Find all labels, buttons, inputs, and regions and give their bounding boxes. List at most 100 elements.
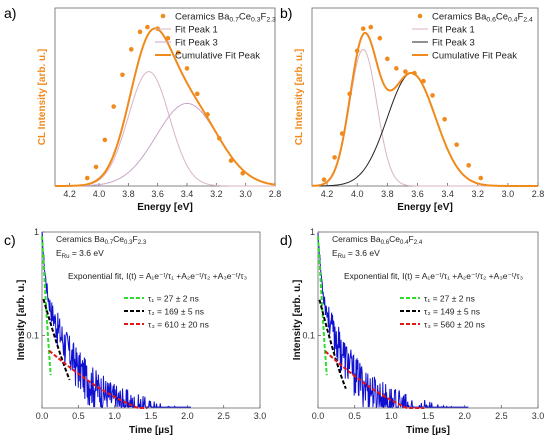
data-point — [339, 131, 345, 136]
x-tick-label: 3.8 — [122, 189, 135, 199]
y-tick-label: 1 — [34, 227, 39, 237]
panel-label-d: d) — [280, 232, 292, 248]
legend-label-peak1: Fit Peak 1 — [175, 25, 218, 36]
data-point — [102, 137, 108, 143]
legend-tau1-label: τ₁ = 27 ± 2 ns — [148, 294, 199, 304]
x-tick-label: 3.6 — [151, 189, 164, 199]
legend-tau2-label: τ₂ = 169 ± 5 ns — [148, 307, 204, 317]
data-point — [194, 91, 200, 97]
data-point — [228, 158, 234, 163]
x-tick-label: 3.4 — [441, 189, 454, 199]
data-point — [165, 35, 171, 41]
chart-panel-c: 0.0 0.5 1.0 1.5 2.0 2.5 3.0 1 0.1 Time [µs] Intens… — [16, 227, 266, 436]
chart-panel-d: 0.0 0.5 1.0 1.5 2.0 2.5 3.0 1 0.1 Time [µs] Intens… — [292, 227, 544, 436]
fit-tau1-line — [317, 236, 328, 376]
x-tick-label: 1.0 — [385, 411, 398, 421]
x-tick-label: 4.0 — [351, 189, 364, 199]
excitation-label: ERu = 3.6 eV — [332, 248, 380, 260]
x-tick-label: 0.0 — [312, 411, 325, 421]
data-point — [137, 29, 143, 35]
x-tick-label: 2.0 — [181, 411, 194, 421]
data-point — [145, 24, 150, 30]
panel-label-a: a) — [4, 5, 16, 21]
data-point — [454, 142, 459, 147]
fit-tau2-line — [318, 299, 347, 390]
data-point — [128, 47, 134, 52]
fit-tau2-line — [42, 298, 71, 381]
chart-panel-a: 4.2 4.0 3.8 3.6 3.4 3.2 3.0 2.8 Energy [eV] CL In… — [37, 7, 282, 213]
legend-label-peak3: Fit Peak 3 — [175, 38, 218, 49]
data-point — [412, 70, 417, 76]
x-axis-title: Time [µs] — [406, 425, 450, 436]
fit-tau1-line — [41, 236, 52, 376]
x-tick-label: 2.5 — [217, 411, 230, 421]
data-point — [354, 48, 360, 54]
y-tick-label: 0.1 — [26, 331, 39, 341]
x-tick-label: 3.0 — [532, 411, 545, 421]
legend-label-cumulative: Cumulative Fit Peak — [175, 51, 260, 62]
data-point — [347, 91, 352, 97]
x-tick-label: 3.2 — [471, 189, 484, 199]
x-tick-label: 3.2 — [210, 189, 223, 199]
x-tick-label: 3.6 — [411, 189, 424, 199]
data-point — [111, 104, 116, 109]
y-axis-title: CL Intensity [arb. u.] — [37, 49, 48, 146]
y-axis-title: Intensity [arb. u.] — [16, 280, 27, 361]
sample-label: Ceramics Ba0.7Ce0.3F2.3 — [56, 234, 147, 246]
data-point — [205, 112, 210, 117]
x-tick-label: 3.8 — [381, 189, 394, 199]
data-point — [385, 56, 390, 62]
fit-formula: Exponential fit, I(t) = A₁e⁻ᵗ/τ₁ +A₂e⁻ᵗ/… — [344, 271, 523, 281]
x-tick-label: 4.0 — [93, 189, 106, 199]
x-tick-label: 1.5 — [422, 411, 435, 421]
data-point — [93, 164, 99, 170]
y-axis-title: CL Intensity [arb. u.] — [294, 49, 305, 146]
panel-label-c: c) — [4, 232, 16, 248]
x-axis-title: Time [µs] — [129, 425, 173, 436]
x-tick-label: 3.0 — [239, 189, 252, 199]
legend-label-peak1: Fit Peak 1 — [432, 25, 475, 36]
y-tick-label: 1 — [310, 227, 315, 237]
x-tick-label: 3.0 — [254, 411, 267, 421]
data-point — [84, 175, 90, 181]
x-tick-label: 1.5 — [145, 411, 158, 421]
data-point — [175, 50, 181, 55]
x-tick-label: 2.8 — [269, 189, 282, 199]
data-point — [421, 78, 426, 84]
data-point — [360, 26, 366, 31]
x-tick-label: 1.0 — [108, 411, 121, 421]
data-point — [394, 66, 399, 71]
x-tick-label: 0.0 — [36, 411, 49, 421]
legend-tau3-label: τ₃ = 560 ± 20 ns — [424, 320, 485, 330]
x-tick-label: 4.2 — [63, 189, 76, 199]
legend-label-points: Ceramics Ba0.6Ce0.4F2.4 — [432, 12, 533, 24]
fit-tau3-line — [48, 349, 148, 409]
fit-formula: Exponential fit, I(t) = A₁e⁻ᵗ/τ₁ +A₂e⁻ᵗ/… — [68, 271, 247, 281]
data-point — [466, 163, 471, 168]
data-point — [403, 69, 408, 74]
fit-tau3-line — [324, 350, 425, 409]
cumulative-fit-curve — [311, 31, 538, 187]
data-point — [184, 66, 190, 71]
x-axis-title: Energy [eV] — [397, 202, 453, 213]
panel-label-b: b) — [280, 5, 292, 21]
x-tick-label: 2.5 — [495, 411, 508, 421]
x-tick-label: 0.5 — [72, 411, 85, 421]
cumulative-fit-curve — [55, 27, 276, 187]
legend-label-points: Ceramics Ba0.7Ce0.3F2.3 — [175, 12, 276, 24]
decay-trace — [41, 231, 191, 408]
legend-tau2-label: τ₂ = 149 ± 5 ns — [424, 307, 480, 317]
data-point — [430, 93, 435, 98]
x-tick-label: 4.2 — [321, 189, 334, 199]
legend-tau3-label: τ₃ = 610 ± 20 ns — [148, 320, 209, 330]
data-point — [120, 72, 125, 78]
data-point — [478, 175, 484, 181]
legend-marker-points — [160, 13, 166, 19]
data-point — [240, 170, 246, 176]
legend-label-cumulative: Cumulative Fit Peak — [432, 51, 517, 62]
x-axis-title: Energy [eV] — [137, 202, 193, 213]
legend-marker-points — [417, 13, 423, 19]
legend-label-peak3: Fit Peak 3 — [432, 38, 475, 49]
data-point — [368, 24, 374, 30]
